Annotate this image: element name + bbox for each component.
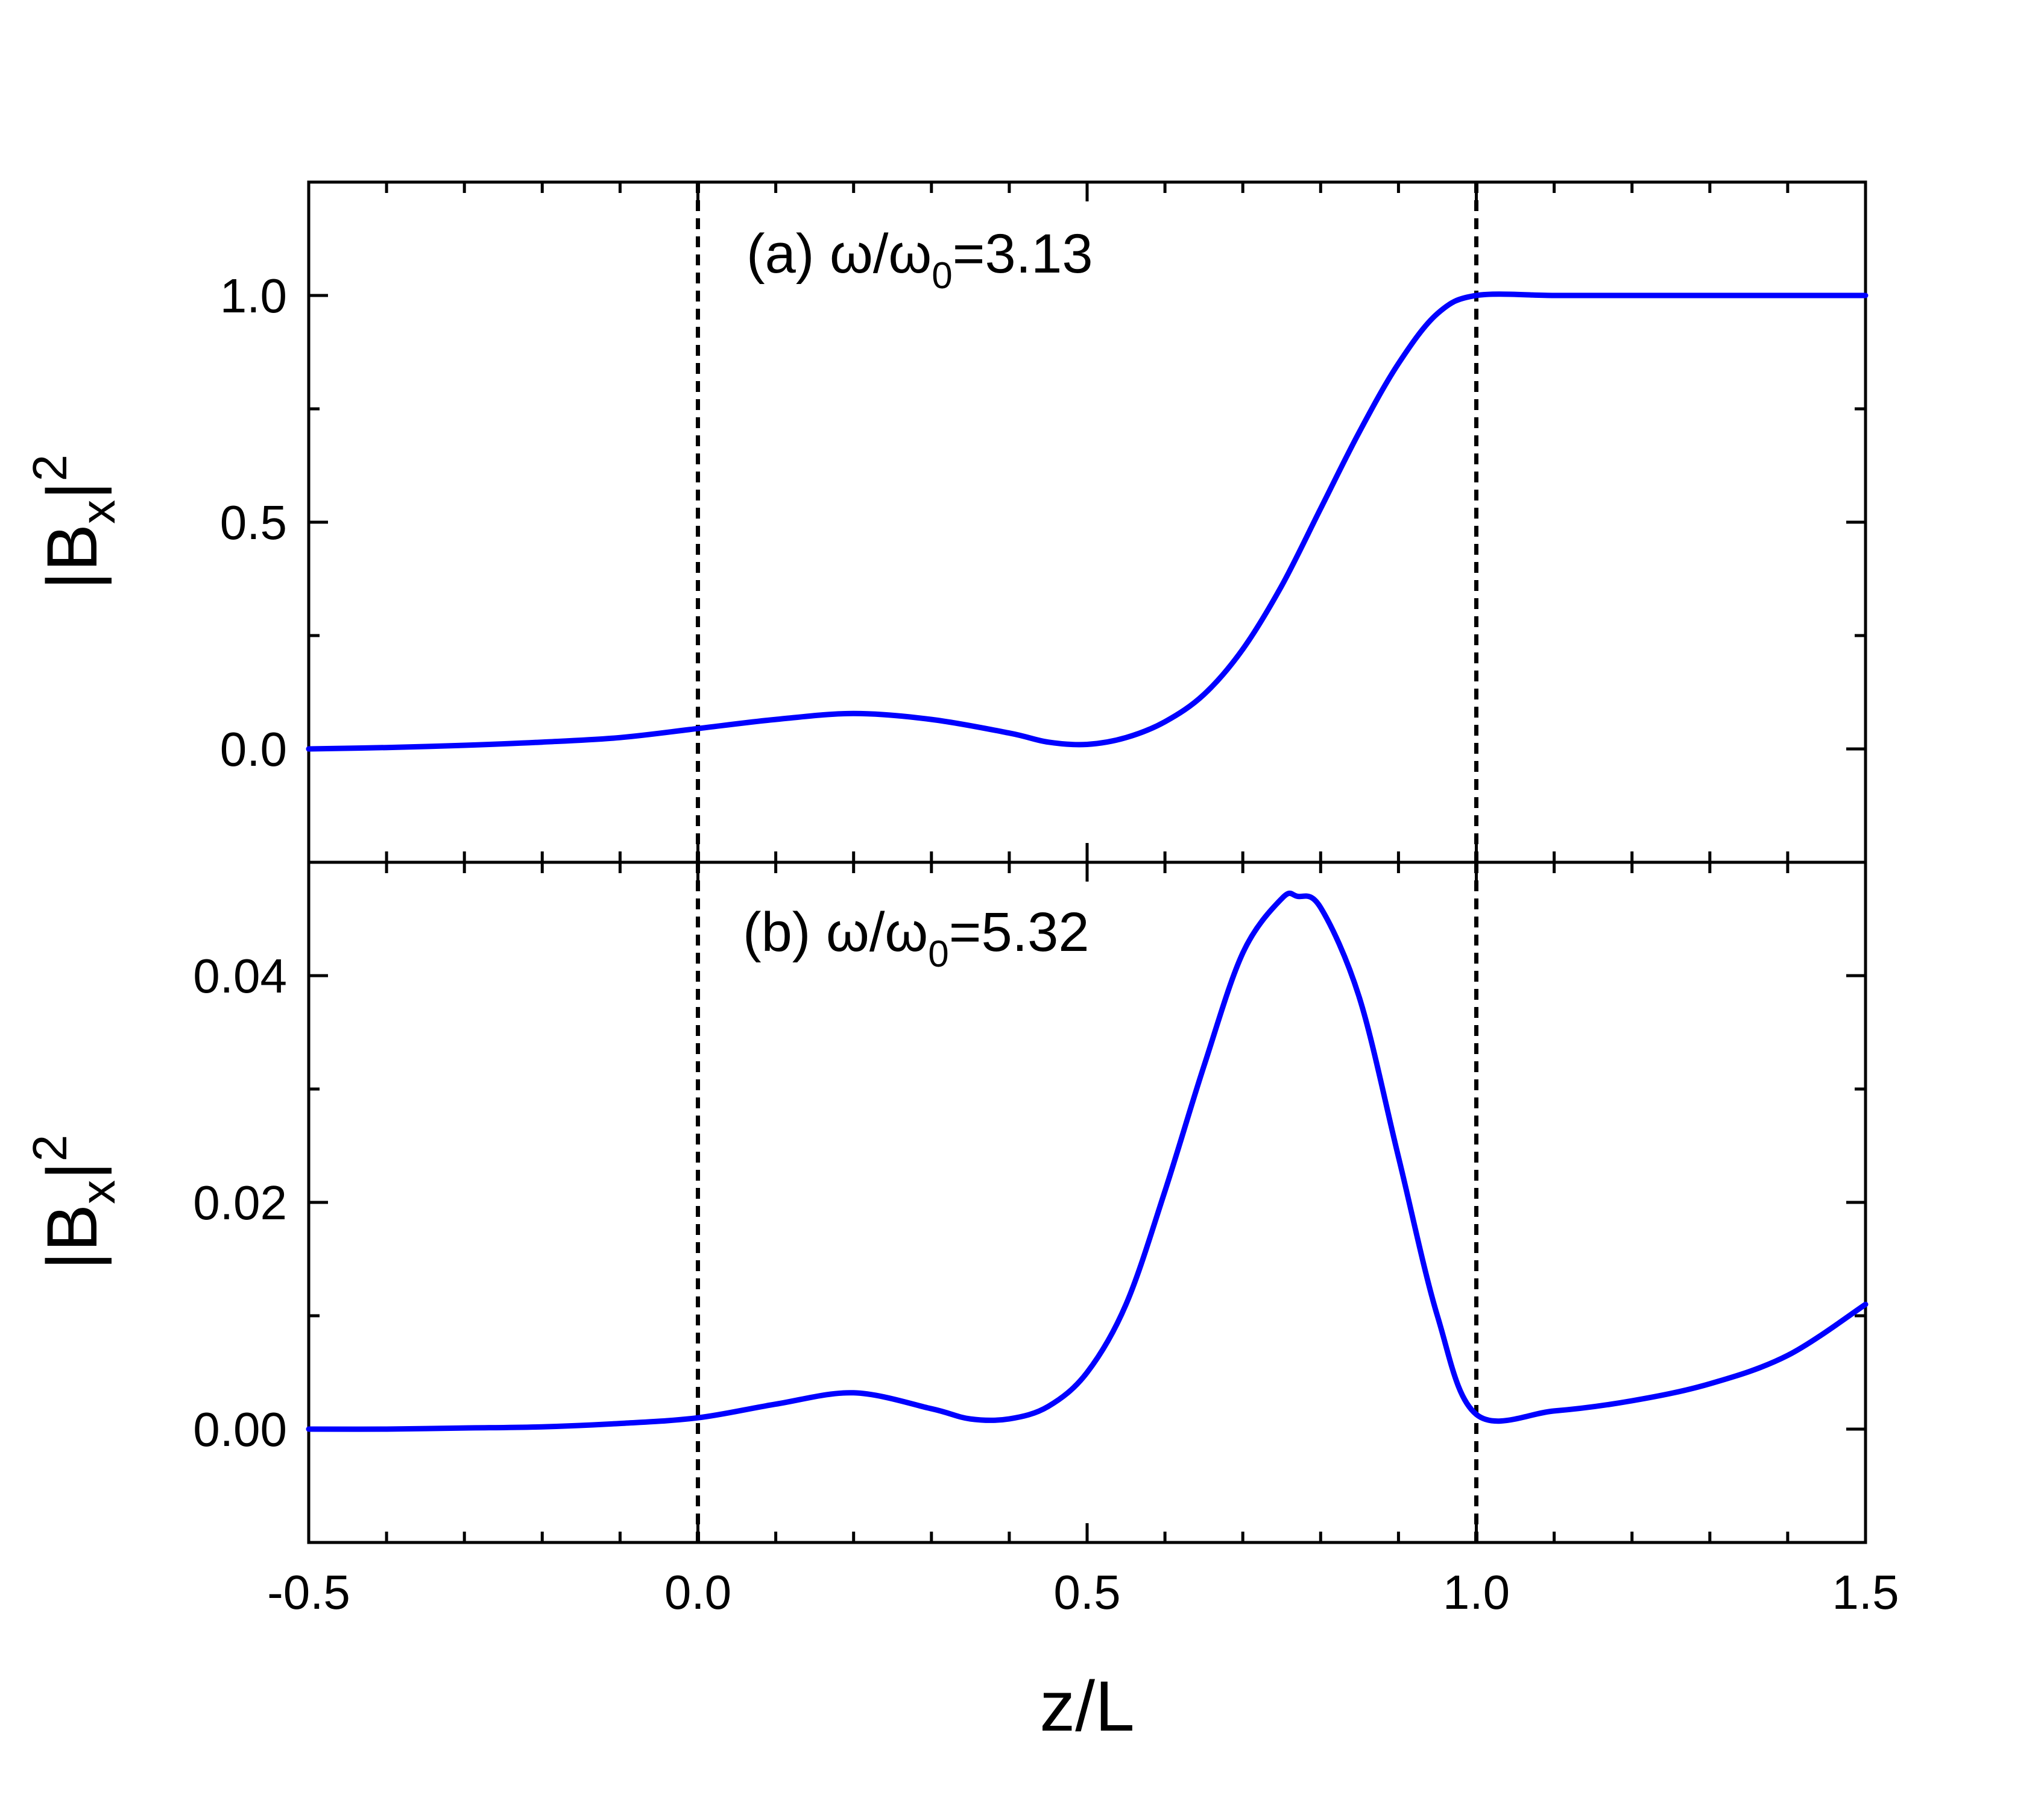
y-axis-title-b: |Bx|2	[23, 1135, 125, 1271]
x-axis-title: z/L	[1039, 1667, 1134, 1746]
y-tick-label: 1.0	[220, 269, 287, 323]
y-tick-label: 0.0	[220, 722, 287, 776]
series-line-b	[306, 890, 1869, 1432]
x-axis: -0.5 0.0 0.5 1.0 1.5	[267, 1565, 1899, 1619]
y-tick-label: 0.04	[193, 949, 287, 1003]
plot-frame-b	[307, 860, 1867, 1544]
x-tick-label: 0.0	[664, 1565, 731, 1619]
panel-annotation-a: (a) ω/ω0=3.13	[746, 223, 1093, 297]
y-axis-title-a: |Bx|2	[23, 455, 125, 590]
y-tick-label: 0.00	[193, 1403, 287, 1456]
x-tick-label: 1.0	[1443, 1565, 1510, 1619]
y-tick-label: 0.02	[193, 1176, 287, 1230]
panel-b: 0.00 0.02 0.04 (b) ω/ω0=5.32 |Bx|2	[23, 860, 1869, 1544]
x-tick-label: -0.5	[267, 1565, 350, 1619]
panel-a: 0.0 0.5 1.0 (a) ω/ω0=3.13 |Bx|2	[23, 180, 1869, 864]
series-line-a	[306, 291, 1869, 752]
x-tick-label: 1.5	[1832, 1565, 1899, 1619]
panel-annotation-b: (b) ω/ω0=5.32	[743, 901, 1090, 975]
y-tick-label: 0.5	[220, 496, 287, 549]
x-tick-label: 0.5	[1053, 1565, 1120, 1619]
